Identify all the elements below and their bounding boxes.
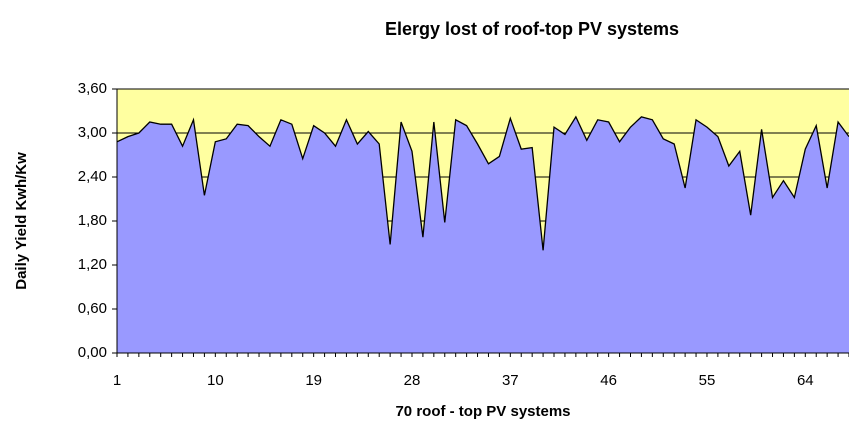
y-tick-label: 0,00 xyxy=(78,344,107,361)
y-tick-label: 3,60 xyxy=(78,80,107,97)
x-axis-label: 70 roof - top PV systems xyxy=(395,403,570,420)
x-tick-label: 19 xyxy=(305,372,322,389)
x-tick-label: 64 xyxy=(797,372,814,389)
y-axis-label: Daily Yield Kwh/Kw xyxy=(13,152,30,290)
x-tick-label: 55 xyxy=(699,372,716,389)
x-tick-label: 37 xyxy=(502,372,519,389)
x-tick-label: 10 xyxy=(207,372,224,389)
area xyxy=(117,116,849,353)
y-tick-label: 0,60 xyxy=(78,300,107,317)
y-tick-label: 1,20 xyxy=(78,256,107,273)
y-tick-label: 1,80 xyxy=(78,212,107,229)
x-tick-label: 46 xyxy=(600,372,617,389)
line xyxy=(116,115,849,251)
x-tick-label: 1 xyxy=(113,372,121,389)
chart-title: Elergy lost of roof-top PV systems xyxy=(385,19,679,39)
y-tick-label: 3,00 xyxy=(78,124,107,141)
y-tick-label: 2,40 xyxy=(78,168,107,185)
x-tick-label: 28 xyxy=(404,372,421,389)
